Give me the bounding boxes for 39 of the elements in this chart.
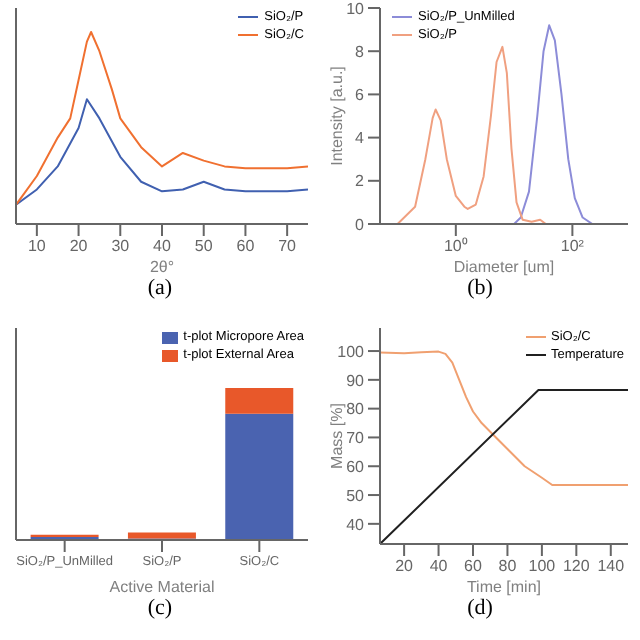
y-tick-label: 50: [346, 486, 366, 505]
x-tick-label: 60: [236, 237, 256, 256]
x-tick-label: 140: [597, 557, 626, 576]
x-tick-label: 80: [498, 557, 518, 576]
x-tick-label: 40: [429, 557, 449, 576]
y-tick-label: 2: [355, 172, 366, 191]
text: (d): [467, 596, 493, 620]
y-tick-label: 6: [355, 86, 366, 105]
y-axis-title: Mass [%]: [327, 403, 346, 469]
y-tick-label: 70: [346, 429, 366, 448]
x-axis-title: Diameter [um]: [453, 258, 555, 276]
y-tick-label: 100: [337, 342, 366, 361]
x-tick-label: 60: [464, 557, 483, 576]
y-tick-label: 4: [355, 129, 366, 148]
y-tick-label: 80: [346, 400, 366, 419]
y-tick-label: 60: [346, 457, 366, 476]
x-tick-label: 10²: [560, 237, 585, 256]
text: (a): [147, 276, 173, 300]
y-tick-label: 0: [355, 215, 366, 234]
x-tick-label: 50: [194, 237, 214, 256]
x-axis-title: Active Material: [109, 578, 215, 596]
y-tick-label: 8: [355, 42, 366, 61]
x-axis-title: Time [min]: [466, 578, 542, 596]
text: (b): [467, 276, 493, 300]
y-axis-title: Intensity [a.u.]: [327, 66, 346, 166]
y-tick-label: 90: [346, 371, 366, 390]
x-tick-label: 30: [111, 237, 131, 256]
x-tick-label: 10: [27, 237, 47, 256]
y-tick-label: 40: [346, 515, 366, 534]
x-tick-label: 40: [153, 237, 172, 256]
x-axis-title: 2θ°: [149, 258, 175, 276]
x-tick-label: 20: [395, 557, 415, 576]
y-tick-label: 10: [346, 0, 366, 18]
x-tick-label: 70: [278, 237, 298, 256]
text: (c): [147, 596, 173, 620]
x-tick-label: 120: [562, 557, 591, 576]
x-tick-label: 10⁰: [443, 237, 468, 256]
x-tick-label: 100: [528, 557, 557, 576]
x-tick-label: 20: [69, 237, 89, 256]
